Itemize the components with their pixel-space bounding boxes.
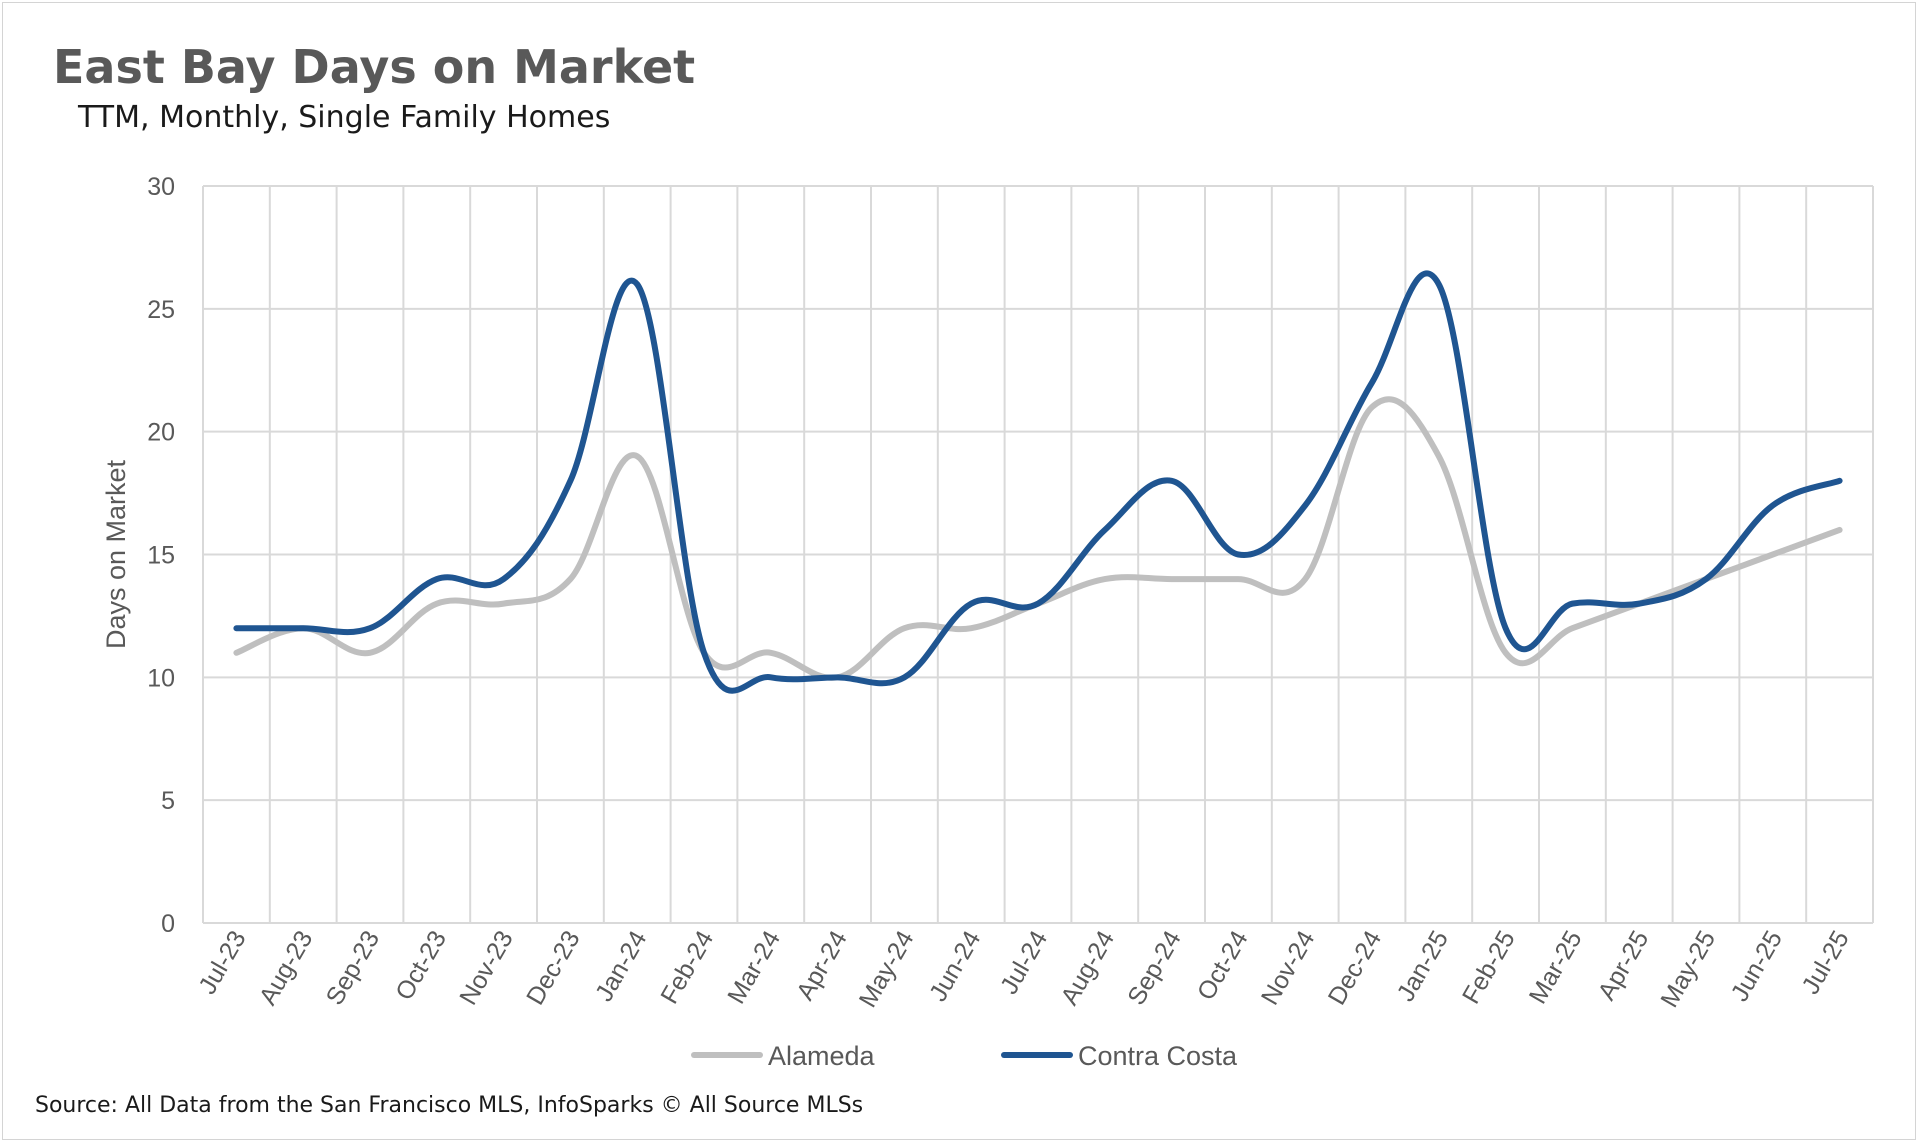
x-tick-label: Nov-23: [454, 926, 519, 1010]
x-tick-label: Sep-24: [1122, 926, 1187, 1010]
x-tick-label: Jun-25: [1726, 926, 1788, 1006]
y-tick-label: 0: [161, 910, 175, 938]
series-line-contra-costa: [233, 270, 1843, 694]
x-tick-label: Jul-23: [193, 926, 251, 999]
x-tick-label: Jan-24: [590, 926, 653, 1006]
x-tick-label: Jan-25: [1392, 926, 1454, 1006]
x-tick-label: Aug-23: [254, 926, 319, 1010]
x-tick-label: Mar-24: [722, 926, 786, 1009]
x-tick-label: Apr-24: [791, 926, 853, 1005]
y-tick-label: 5: [161, 787, 175, 815]
x-tick-label: Oct-23: [390, 926, 452, 1005]
x-tick-label: Jul-24: [995, 926, 1053, 999]
source-note: Source: All Data from the San Francisco …: [35, 1093, 864, 1118]
y-tick-label: 10: [147, 664, 175, 692]
x-tick-label: Oct-24: [1192, 926, 1254, 1005]
x-tick-label: Feb-24: [655, 926, 719, 1009]
chart-title: East Bay Days on Market: [53, 40, 696, 94]
x-tick-label: Feb-25: [1457, 926, 1521, 1009]
y-tick-label: 20: [147, 419, 175, 447]
y-axis-title: Days on Market: [101, 459, 131, 649]
legend-label: Contra Costa: [1078, 1041, 1238, 1071]
x-tick-label: May-25: [1655, 926, 1721, 1012]
x-tick-label: May-24: [854, 926, 920, 1012]
x-tick-label: Jul-25: [1797, 926, 1855, 999]
x-tick-label: Jun-24: [924, 926, 987, 1006]
x-tick-label: Dec-23: [521, 926, 586, 1010]
chart-subtitle: TTM, Monthly, Single Family Homes: [78, 100, 611, 135]
legend-label: Alameda: [768, 1041, 876, 1071]
x-tick-label: Mar-25: [1524, 926, 1588, 1009]
x-tick-label: Apr-25: [1593, 926, 1655, 1005]
x-tick-label: Dec-24: [1323, 926, 1388, 1010]
x-tick-label: Aug-24: [1055, 926, 1120, 1010]
x-tick-label: Nov-24: [1256, 926, 1321, 1010]
x-tick-label: Sep-23: [321, 926, 386, 1010]
y-tick-label: 15: [147, 542, 175, 570]
y-tick-label: 30: [147, 173, 175, 201]
series-line-alameda: [233, 396, 1843, 681]
y-tick-label: 25: [147, 296, 175, 324]
